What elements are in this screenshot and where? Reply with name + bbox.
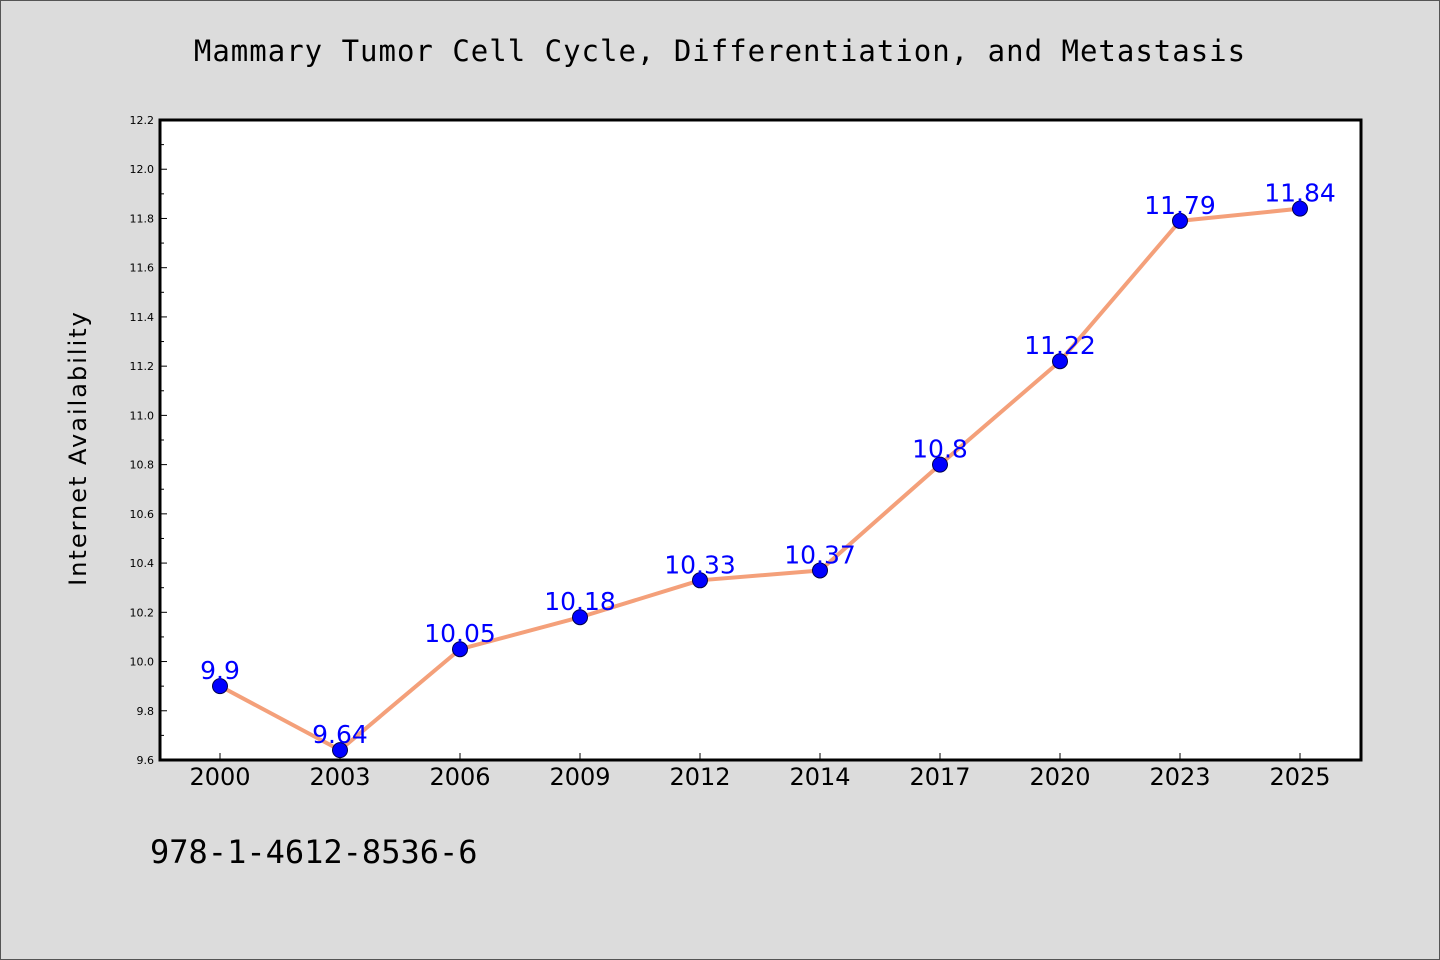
data-label: 10.33	[664, 550, 736, 579]
data-label: 11.84	[1264, 179, 1336, 208]
data-label: 10.05	[424, 619, 496, 648]
y-tick-label: 10.6	[130, 508, 155, 521]
y-tick-label: 12.0	[130, 163, 155, 176]
isbn-text: 978-1-4612-8536-6	[150, 833, 478, 871]
x-tick-label: 2012	[669, 763, 730, 791]
plot-frame	[158, 118, 1363, 762]
x-tick-label: 2020	[1029, 763, 1090, 791]
x-tick-label: 2006	[429, 763, 490, 791]
y-tick-label: 11.0	[130, 409, 155, 422]
y-tick-label: 10.8	[130, 459, 155, 472]
y-axis-ticks: 9.6 9.8 10.0 10.2 10.4 10.6 10.8 11.0 11.2 11.4 11…	[130, 114, 167, 767]
y-tick-label: 11.8	[130, 212, 155, 225]
data-label: 11.22	[1024, 331, 1096, 360]
x-tick-label: 2025	[1269, 763, 1330, 791]
y-tick-label: 11.4	[130, 311, 155, 324]
x-tick-label: 2023	[1149, 763, 1210, 791]
data-label: 10.37	[784, 540, 856, 569]
data-point	[1052, 353, 1068, 370]
data-point	[452, 641, 468, 658]
data-label: 11.79	[1144, 191, 1216, 220]
x-tick-label: 2000	[189, 763, 250, 791]
y-tick-label: 10.2	[130, 606, 155, 619]
data-point	[572, 609, 588, 626]
data-point	[692, 572, 708, 589]
data-label: 10.8	[912, 435, 968, 464]
series-group: 9.9 9.64 10.05 10.18 10.33 10.37 10.8 11.22 11.7…	[200, 179, 1336, 759]
data-point	[1292, 200, 1308, 217]
x-tick-label: 2009	[549, 763, 610, 791]
data-label: 9.64	[312, 720, 368, 749]
y-tick-label: 11.6	[130, 262, 155, 275]
data-point	[932, 456, 948, 473]
data-label: 9.9	[200, 656, 240, 685]
y-tick-label: 9.6	[137, 754, 155, 767]
plot-area	[160, 120, 1361, 760]
data-point	[1172, 212, 1188, 229]
data-label: 10.18	[544, 587, 616, 616]
x-tick-label: 2017	[909, 763, 970, 791]
x-tick-label: 2003	[309, 763, 370, 791]
y-tick-label: 9.8	[137, 705, 155, 718]
x-tick-label: 2014	[789, 763, 850, 791]
y-tick-label: 10.0	[130, 656, 155, 669]
chart-title: Mammary Tumor Cell Cycle, Differentiatio…	[193, 34, 1247, 68]
y-tick-label: 12.2	[130, 114, 155, 127]
data-point	[212, 678, 228, 695]
data-point	[812, 562, 828, 579]
x-axis-ticks: 2000 2003 2006 2009 2012 2014 2017 2020 2023 2025	[189, 753, 1331, 791]
y-tick-label: 10.4	[130, 557, 155, 570]
data-point	[332, 742, 348, 759]
y-tick-label: 11.2	[130, 360, 155, 373]
series-line	[218, 206, 1302, 753]
